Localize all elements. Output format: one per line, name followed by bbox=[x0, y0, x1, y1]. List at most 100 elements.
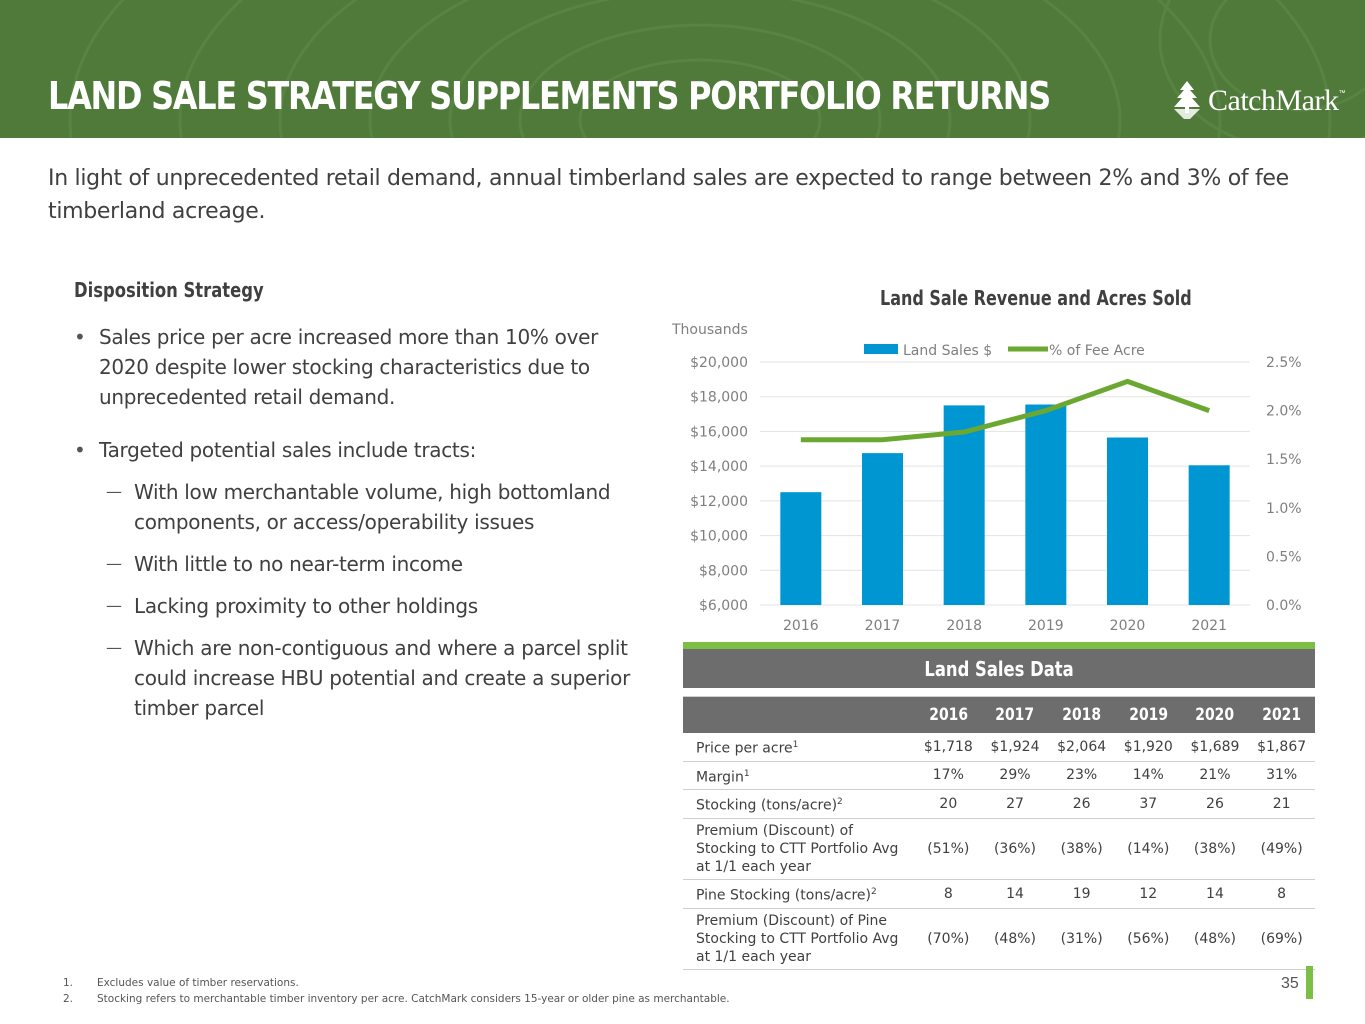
footnote-ref: 1 bbox=[743, 768, 750, 779]
table-cell: 26 bbox=[1181, 789, 1249, 819]
footnote: 2. Stocking refers to merchantable timber… bbox=[63, 993, 730, 1005]
dash-icon: — bbox=[106, 638, 122, 657]
page-number-bar bbox=[1306, 966, 1313, 999]
table-row: Margin1 17% 29% 23% 14% 21% 31% bbox=[683, 761, 1315, 791]
table-cell: 26 bbox=[1048, 789, 1115, 819]
table-cell: $2,064 bbox=[1048, 733, 1115, 762]
y-tick-label: $10,000 bbox=[690, 529, 748, 545]
table-cell: 14 bbox=[981, 879, 1049, 909]
footnote-ref: 1 bbox=[792, 740, 799, 750]
sub-text: Which are non-contiguous and where a par… bbox=[134, 636, 631, 720]
list-item: • Sales price per acre increased more th… bbox=[74, 322, 634, 412]
footnote: 1. Excludes value of timber reservations. bbox=[63, 977, 299, 989]
table-cell: 37 bbox=[1114, 789, 1182, 819]
table-cell: 29% bbox=[981, 761, 1049, 791]
bullet-icon: • bbox=[74, 438, 86, 462]
sub-text: With little to no near-term income bbox=[134, 552, 463, 576]
table-cell: (56%) bbox=[1114, 908, 1182, 970]
catchmark-logo: CatchMark ™ bbox=[1170, 80, 1345, 122]
table-cell: 8 bbox=[915, 879, 982, 909]
table-row: Stocking (tons/acre)2 20 27 26 37 26 21 bbox=[683, 789, 1315, 819]
table-cell: (48%) bbox=[1181, 908, 1249, 970]
table-title: Land Sales Data bbox=[683, 649, 1315, 688]
table-header-row: 2016 2017 2018 2019 2020 2021 bbox=[683, 696, 1315, 733]
table-cell: 14% bbox=[1114, 761, 1182, 791]
table-cell: 8 bbox=[1248, 879, 1315, 909]
dash-icon: — bbox=[106, 482, 122, 501]
table-cell: (14%) bbox=[1114, 818, 1182, 880]
fee-acre-line bbox=[800, 378, 1211, 443]
x-tick-label: 2021 bbox=[1191, 618, 1227, 634]
table-cell: (51%) bbox=[915, 818, 982, 880]
bar-2017 bbox=[862, 453, 903, 605]
legend-label-bars: Land Sales $ bbox=[903, 343, 992, 359]
bar-2016 bbox=[780, 492, 822, 605]
table-cell: 31% bbox=[1248, 761, 1315, 791]
table-cell: 21 bbox=[1248, 789, 1315, 819]
table-cell: 19 bbox=[1048, 879, 1115, 909]
table-cell: $1,718 bbox=[915, 733, 982, 762]
table-cell: (38%) bbox=[1048, 818, 1115, 880]
bullet-text: Targeted potential sales include tracts: bbox=[99, 438, 477, 462]
y2-tick-label: 2.5% bbox=[1266, 355, 1302, 371]
tree-logo-icon bbox=[1174, 81, 1200, 119]
table-cell: 27 bbox=[981, 789, 1049, 819]
table-cell: $1,689 bbox=[1181, 733, 1249, 762]
y-tick-label: $20,000 bbox=[690, 355, 748, 371]
table-cell: (31%) bbox=[1048, 908, 1115, 970]
year-header-2017: 2017 bbox=[981, 696, 1049, 733]
y-tick-label: $14,000 bbox=[690, 459, 748, 475]
y2-tick-label: 1.5% bbox=[1266, 452, 1302, 468]
legend-bar-swatch bbox=[864, 344, 898, 354]
year-header-2020: 2020 bbox=[1181, 696, 1249, 733]
page-number: 35 bbox=[1281, 975, 1299, 992]
footnotes: 1. Excludes value of timber reservations.… bbox=[63, 975, 730, 1007]
sub-list-item: — Which are non-contiguous and where a p… bbox=[74, 633, 634, 723]
table-cell: (38%) bbox=[1181, 818, 1249, 880]
y-tick-label: $6,000 bbox=[699, 598, 748, 614]
row-label: Premium (Discount) of Pine Stocking to C… bbox=[683, 908, 915, 970]
table-row: Premium (Discount) of Stocking to CTT Po… bbox=[683, 818, 1315, 880]
header-banner: LAND SALE STRATEGY SUPPLEMENTS PORTFOLIO… bbox=[0, 0, 1365, 138]
disposition-title: Disposition Strategy bbox=[74, 278, 264, 302]
chart-title: Land Sale Revenue and Acres Sold bbox=[880, 286, 1192, 310]
table-cell: (48%) bbox=[981, 908, 1049, 970]
table-cell: 14 bbox=[1181, 879, 1249, 909]
land-sales-table: Land Sales Data 2016 2017 2018 2019 2020 2021… bbox=[683, 649, 1315, 970]
table-row: Price per acre1 $1,718 $1,924 $2,064 $1,920 $… bbox=[683, 733, 1315, 762]
sub-list-item: — With little to no near-term income bbox=[74, 549, 634, 579]
x-tick-label: 2018 bbox=[946, 618, 982, 634]
y2-tick-label: 0.0% bbox=[1266, 598, 1302, 614]
bar-2021 bbox=[1188, 465, 1230, 605]
logo-trademark: ™ bbox=[1338, 90, 1346, 97]
row-label: Price per acre1 bbox=[683, 733, 915, 762]
row-label: Margin1 bbox=[683, 761, 915, 791]
legend-label-line: % of Fee Acre bbox=[1049, 343, 1145, 359]
table-cell: $1,867 bbox=[1248, 733, 1315, 762]
dash-icon: — bbox=[106, 554, 122, 573]
row-label: Stocking (tons/acre)2 bbox=[683, 789, 915, 819]
y2-tick-label: 2.0% bbox=[1266, 404, 1302, 420]
y-tick-label: $18,000 bbox=[690, 390, 748, 406]
strategy-list: • Sales price per acre increased more th… bbox=[74, 322, 634, 735]
table-corner bbox=[683, 696, 915, 733]
year-header-2016: 2016 bbox=[915, 696, 982, 733]
table-cell: 17% bbox=[915, 761, 982, 791]
row-label: Premium (Discount) of Stocking to CTT Po… bbox=[683, 818, 915, 880]
plot-area: $6,000 $8,000 $10,000 $12,000 $14,000 $16,000… bbox=[690, 355, 1301, 634]
year-header-2021: 2021 bbox=[1248, 696, 1315, 733]
y-tick-label: $8,000 bbox=[699, 563, 748, 579]
x-tick-label: 2019 bbox=[1028, 618, 1064, 634]
year-header-2019: 2019 bbox=[1114, 696, 1182, 733]
table-row: Premium (Discount) of Pine Stocking to C… bbox=[683, 908, 1315, 970]
y2-tick-label: 1.0% bbox=[1266, 501, 1302, 517]
year-header-2018: 2018 bbox=[1048, 696, 1115, 733]
footnote-ref: 2 bbox=[837, 797, 843, 808]
list-item: • Targeted potential sales include tract… bbox=[74, 435, 634, 465]
bar-2019 bbox=[1025, 404, 1067, 605]
y-tick-label: $16,000 bbox=[690, 424, 748, 440]
sub-text: With low merchantable volume, high botto… bbox=[134, 480, 611, 534]
y2-tick-label: 0.5% bbox=[1266, 549, 1302, 565]
table-cell: (49%) bbox=[1248, 818, 1315, 880]
bar-2020 bbox=[1107, 437, 1148, 605]
